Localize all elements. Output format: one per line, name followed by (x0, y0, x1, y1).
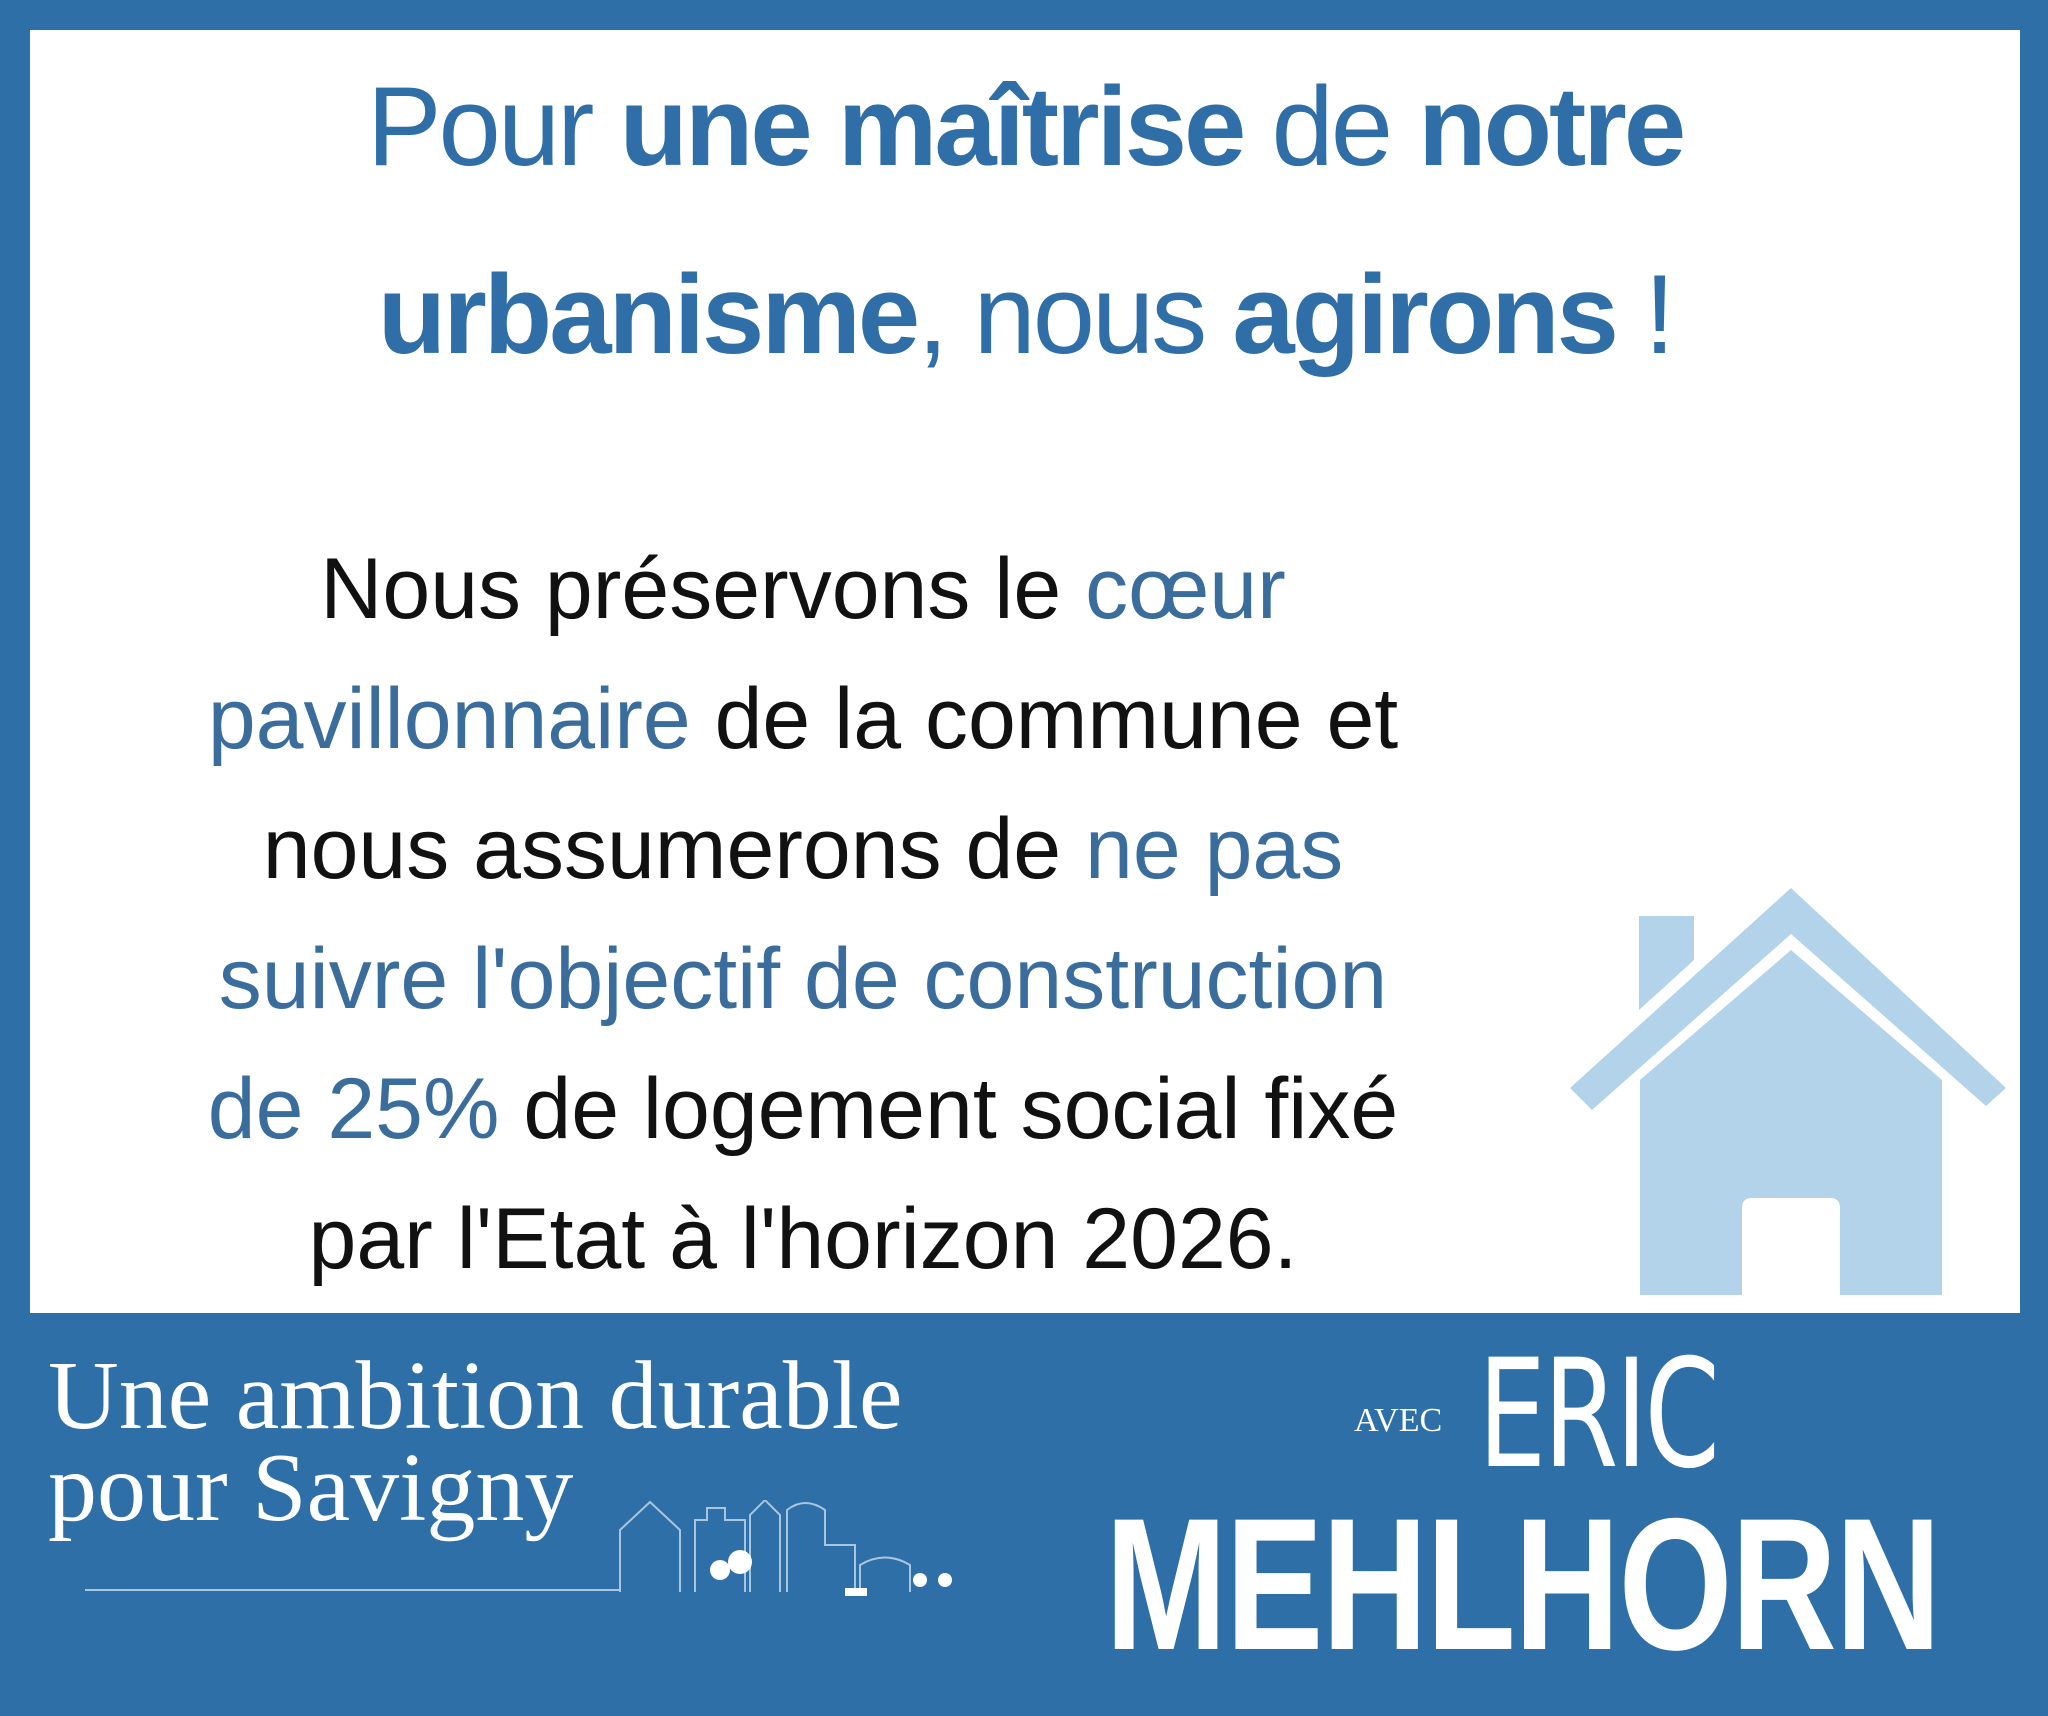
candidate-last-name: MEHLHORN (1105, 1479, 1941, 1689)
body-text: de logement social fixé (499, 1061, 1399, 1157)
body-highlight: de 25% (207, 1061, 500, 1157)
candidate-first-name: ERIC (1478, 1328, 1720, 1502)
body-highlight: cœur (1085, 541, 1286, 637)
slogan-line-1: Une ambition durable (48, 1342, 903, 1450)
body-line-1: Nous préservons le cœur (40, 540, 1566, 639)
headline-text: de (1243, 64, 1419, 189)
town-skyline-icon (619, 1500, 952, 1596)
body-line-4: suivre l'objectif de construction (40, 930, 1566, 1029)
headline-text-bold: une maîtrise (619, 64, 1247, 189)
body-line-2: pavillonnaire de la commune et (40, 670, 1566, 769)
headline-text-bold: notre (1418, 64, 1686, 189)
slogan-line-2: pour Savigny (48, 1434, 574, 1542)
body-line-3: nous assumerons de ne pas (40, 800, 1566, 899)
headline-line-2: urbanisme, nous agirons ! (30, 250, 2020, 379)
headline-text: ! (1615, 252, 1675, 377)
headline-line-1: Pour une maîtrise de notre (30, 62, 2020, 191)
body-text: Nous préservons le (320, 541, 1086, 637)
headline-text-bold: urbanisme (377, 252, 920, 377)
body-line-5: de 25% de logement social fixé (40, 1060, 1566, 1159)
body-highlight: pavillonnaire (207, 671, 691, 767)
body-text: par l'Etat à l'horizon 2026. (308, 1191, 1298, 1287)
body-text: de la commune et (690, 671, 1399, 767)
body-highlight: suivre l'objectif de construction (218, 931, 1388, 1027)
headline-text: Pour (366, 64, 620, 189)
headline-text: , nous (917, 252, 1233, 377)
house-icon (1570, 888, 2006, 1295)
body-line-6: par l'Etat à l'horizon 2026. (40, 1190, 1566, 1289)
slogan-underline (85, 1589, 620, 1591)
headline-text-bold: agirons (1232, 252, 1619, 377)
body-text: nous assumerons de (262, 801, 1086, 897)
body-highlight: ne pas (1085, 801, 1344, 897)
avec-label: AVEC (1354, 1402, 1443, 1439)
